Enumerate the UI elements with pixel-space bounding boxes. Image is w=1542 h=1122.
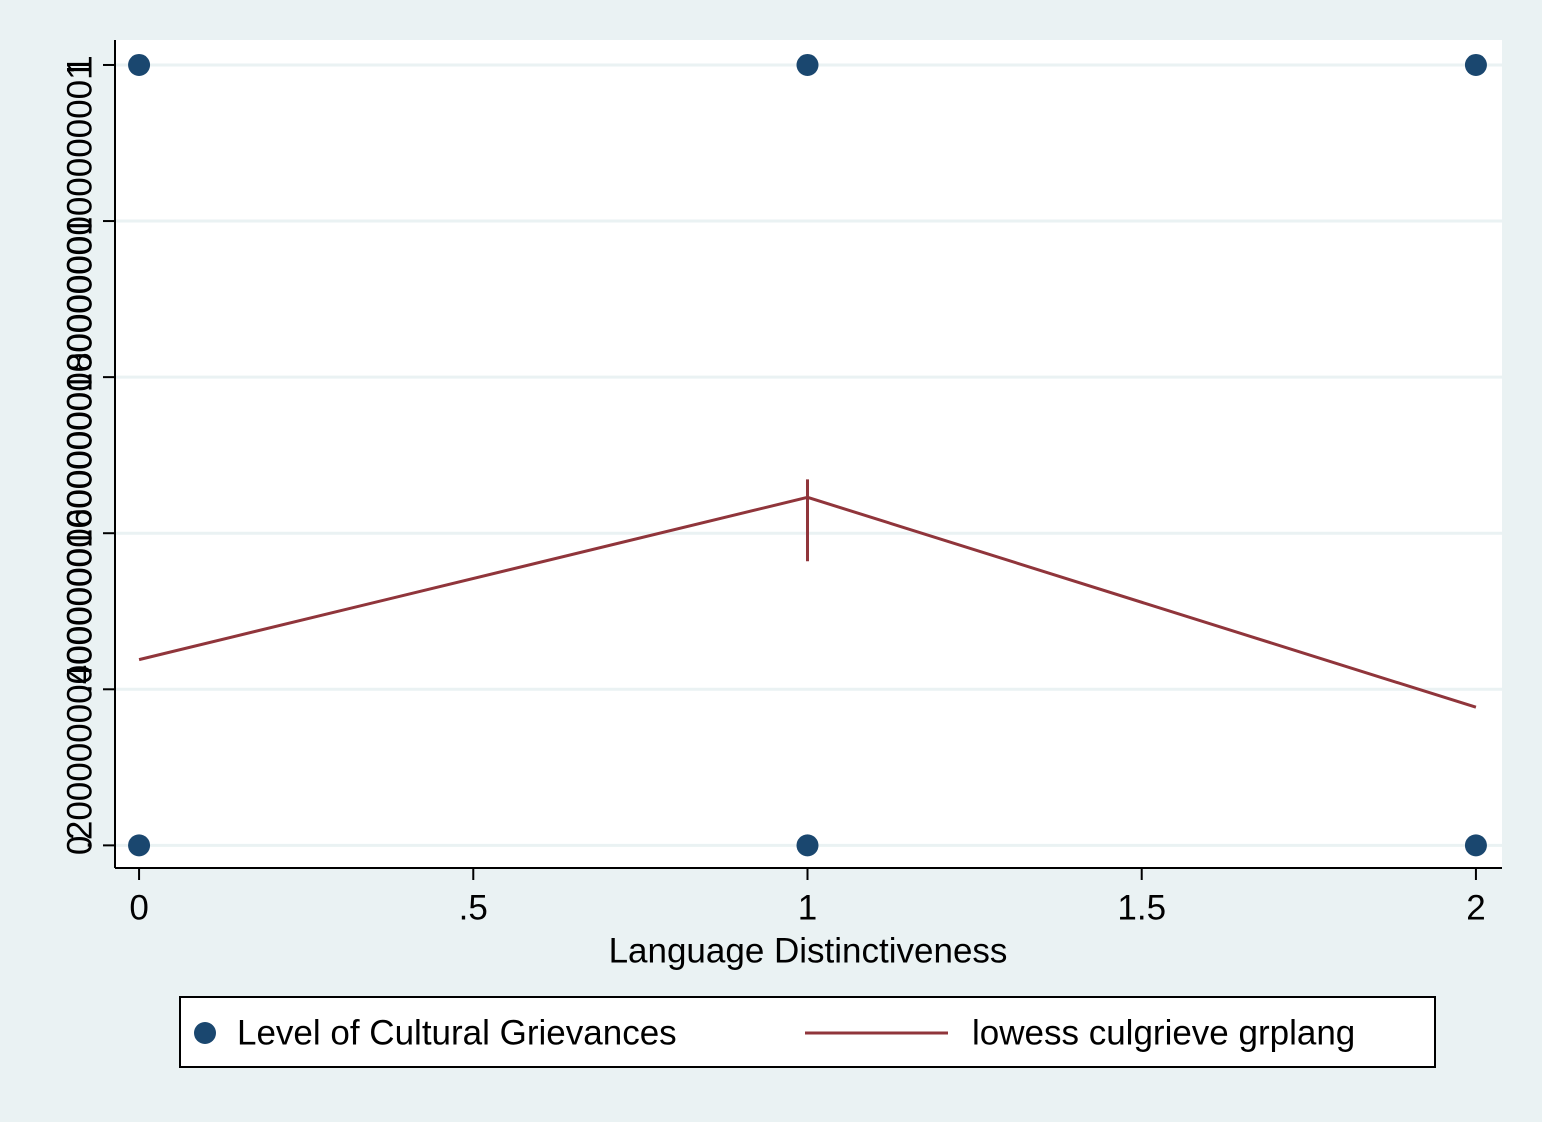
data-point — [128, 834, 151, 857]
x-axis-label: Language Distinctiveness — [609, 931, 1008, 970]
x-tick-label: 2 — [1466, 888, 1485, 927]
y-tick-label: .6000000000000001 — [60, 217, 99, 538]
legend-marker — [194, 1022, 216, 1044]
legend-label: lowess culgrieve grplang — [972, 1013, 1355, 1052]
lowess-line — [138, 479, 1477, 709]
data-point — [1464, 834, 1487, 857]
plot-area — [115, 40, 1502, 868]
y-tick-label: 0 — [60, 836, 99, 855]
x-tick-label: .5 — [459, 888, 488, 927]
legend-label: Level of Cultural Grievances — [237, 1013, 677, 1052]
x-tick-label: 1 — [798, 888, 817, 927]
data-point — [796, 834, 819, 857]
data-point — [128, 53, 151, 76]
x-tick-label: 0 — [129, 888, 148, 927]
y-tick-label: .2000000000000001 — [60, 529, 99, 850]
data-point — [796, 53, 819, 76]
y-tick-label: 1 — [60, 55, 99, 74]
y-tick-label: .8000000000000001 — [60, 60, 99, 381]
x-tick-label: 1.5 — [1117, 888, 1166, 927]
y-tick-label: .4000000000000001 — [60, 373, 99, 694]
data-point — [1464, 53, 1487, 76]
